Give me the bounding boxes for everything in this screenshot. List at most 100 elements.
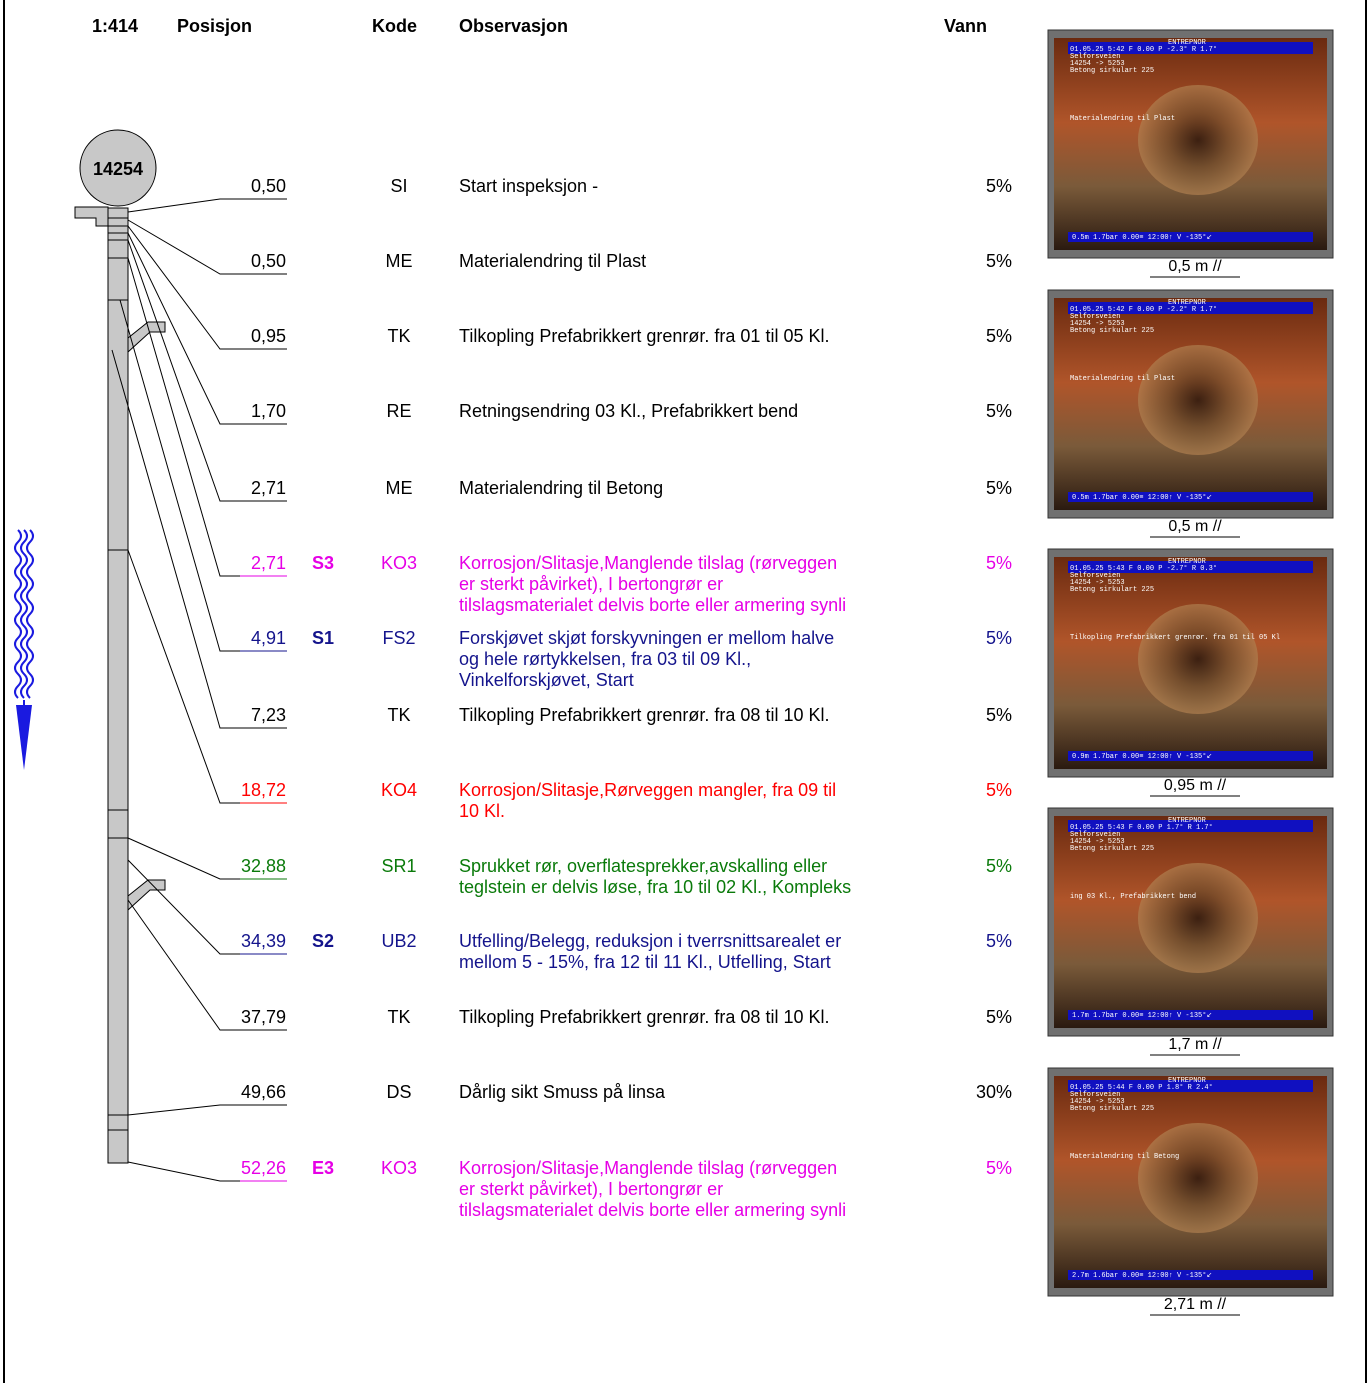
observation: Start inspeksjon -: [459, 176, 598, 196]
osd-text: 01.05.25 5:43 F 0.00 P -2.7° R 0.3°: [1070, 564, 1217, 573]
osd-text: Selforsveien: [1070, 572, 1120, 580]
osd-bar: [1068, 42, 1313, 54]
manhole: [79, 129, 157, 207]
osd-text: ENTREPNOR: [1168, 817, 1207, 825]
photo-tunnel: [1138, 1123, 1258, 1233]
position: 4,91: [251, 628, 286, 648]
leader-line: [127, 198, 287, 213]
code: RE: [386, 401, 411, 421]
osd-text: Materialendring til Plast: [1070, 375, 1175, 383]
observation: teglstein er delvis løse, fra 10 til 02 …: [459, 877, 851, 897]
observation: og hele rørtykkelsen, fra 03 til 09 Kl.,: [459, 649, 751, 669]
water: 5%: [986, 1158, 1012, 1178]
water: 5%: [986, 931, 1012, 951]
leader-line: [127, 1104, 287, 1116]
branch: [127, 321, 166, 354]
grade: S1: [312, 628, 334, 648]
position: 32,88: [241, 856, 286, 876]
osd-text: Betong sirkulart 225: [1070, 1105, 1154, 1113]
observation: Tilkopling Prefabrikkert grenrør. fra 08…: [459, 705, 829, 725]
code: ME: [386, 251, 413, 271]
observation: Korrosjon/Slitasje,Manglende tilslag (rø…: [459, 1158, 837, 1178]
osd-text: Materialendring til Betong: [1070, 1153, 1179, 1161]
manhole-label: 14254: [93, 159, 143, 179]
osd-bar: [1068, 561, 1313, 573]
observation: mellom 5 - 15%, fra 12 til 11 Kl., Utfel…: [459, 952, 831, 972]
water: 5%: [986, 628, 1012, 648]
position: 37,79: [241, 1007, 286, 1027]
observation: Retningsendring 03 Kl., Prefabrikkert be…: [459, 401, 798, 421]
position: 0,50: [251, 176, 286, 196]
osd-text: 1.7m 1.7bar 0.00≡ 12:00↑ V -135°↙: [1072, 1011, 1212, 1020]
observation: Tilkopling Prefabrikkert grenrør. fra 01…: [459, 326, 829, 346]
osd-text: 14254 -> 5253: [1070, 579, 1125, 587]
code: SR1: [381, 856, 416, 876]
osd-text: Betong sirkulart 225: [1070, 845, 1154, 853]
observation: Materialendring til Betong: [459, 478, 663, 498]
observation: Materialendring til Plast: [459, 251, 646, 271]
osd-text: Betong sirkulart 225: [1070, 586, 1154, 594]
osd-bar: [1068, 232, 1313, 242]
observation: tilslagsmaterialet delvis borte eller ar…: [459, 1200, 846, 1220]
code: SI: [390, 176, 407, 196]
water: 5%: [986, 1007, 1012, 1027]
osd-bar: [1068, 1010, 1313, 1020]
observation: Utfelling/Belegg, reduksjon i tverrsnitt…: [459, 931, 841, 951]
pipe-joints: [108, 217, 128, 1131]
observation: tilslagsmaterialet delvis borte eller ar…: [459, 595, 846, 615]
grade: E3: [312, 1158, 334, 1178]
photo-tunnel: [1138, 863, 1258, 973]
osd-bar: [1068, 820, 1313, 832]
photo-tunnel: [1138, 85, 1258, 195]
observation: Sprukket rør, overflatesprekker,avskalli…: [459, 856, 827, 876]
water: 5%: [986, 553, 1012, 573]
osd-text: 14254 -> 5253: [1070, 60, 1125, 68]
photo-caption: 0,95 m //: [1164, 777, 1227, 794]
code: UB2: [381, 931, 416, 951]
osd-bar: [1068, 751, 1313, 761]
pipe: [107, 207, 129, 1164]
position: 49,66: [241, 1082, 286, 1102]
osd-text: 2.7m 1.6bar 0.00≡ 12:00↑ V -135°↙: [1072, 1271, 1212, 1280]
observation: Vinkelforskjøvet, Start: [459, 670, 634, 690]
osd-text: Selforsveien: [1070, 831, 1120, 839]
branch: [127, 879, 166, 912]
osd-text: ENTREPNOR: [1168, 299, 1207, 307]
position: 2,71: [251, 553, 286, 573]
observation: 10 Kl.: [459, 801, 505, 821]
osd-text: Selforsveien: [1070, 313, 1120, 321]
water: 5%: [986, 705, 1012, 725]
osd-text: Betong sirkulart 225: [1070, 327, 1154, 335]
water: 5%: [986, 856, 1012, 876]
flow-arrowhead: [16, 705, 32, 770]
osd-text: 01.05.25 5:44 F 0.00 P 1.8° R 2.4°: [1070, 1083, 1213, 1092]
water: 5%: [986, 401, 1012, 421]
scale: 1:414: [92, 16, 138, 36]
position: 18,72: [241, 780, 286, 800]
position: 1,70: [251, 401, 286, 421]
col-water: Vann: [944, 16, 987, 36]
col-observation: Observasjon: [459, 16, 568, 36]
observation: Forskjøvet skjøt forskyvningen er mellom…: [459, 628, 834, 648]
osd-text: 14254 -> 5253: [1070, 838, 1125, 846]
osd-text: ENTREPNOR: [1168, 39, 1207, 47]
osd-text: Betong sirkulart 225: [1070, 67, 1154, 75]
osd-bar: [1068, 302, 1313, 314]
osd-bar: [1068, 1080, 1313, 1092]
position: 52,26: [241, 1158, 286, 1178]
observation: Korrosjon/Slitasje,Rørveggen mangler, fr…: [459, 780, 836, 800]
position: 0,50: [251, 251, 286, 271]
osd-text: 0.5m 1.7bar 0.00≡ 12:00↑ V -135°↙: [1072, 493, 1212, 502]
branch: [74, 206, 109, 227]
osd-text: 14254 -> 5253: [1070, 1098, 1125, 1106]
water: 5%: [986, 176, 1012, 196]
photo-caption: 1,7 m //: [1168, 1036, 1222, 1053]
observation: er sterkt påvirket), I bertongrør er: [459, 1179, 723, 1199]
water: 5%: [986, 780, 1012, 800]
code: TK: [387, 705, 410, 725]
water: 5%: [986, 478, 1012, 498]
